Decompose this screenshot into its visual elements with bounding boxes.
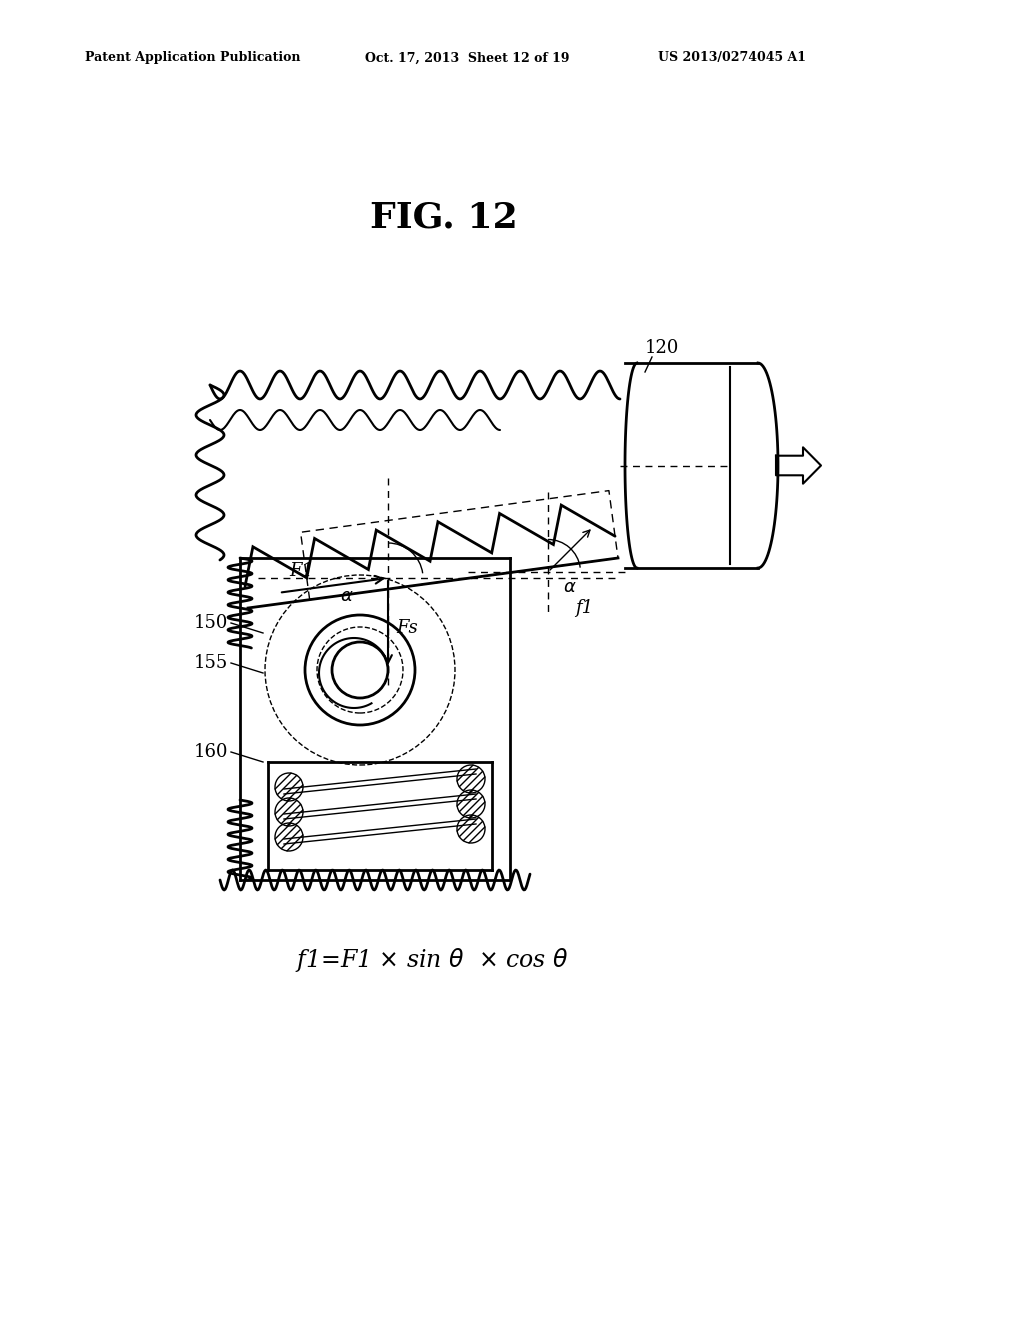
Text: f1=F1 $\times$ sin $\theta$  $\times$ cos $\theta$: f1=F1 $\times$ sin $\theta$ $\times$ cos… bbox=[295, 946, 568, 974]
Text: 150: 150 bbox=[194, 614, 228, 632]
Text: Patent Application Publication: Patent Application Publication bbox=[85, 51, 300, 65]
Text: $\alpha$: $\alpha$ bbox=[340, 587, 353, 605]
Text: F1: F1 bbox=[289, 562, 313, 579]
Text: 120: 120 bbox=[645, 339, 679, 356]
Text: 160: 160 bbox=[194, 743, 228, 762]
Text: Fs: Fs bbox=[396, 619, 418, 638]
Text: f1: f1 bbox=[575, 599, 593, 616]
Text: 155: 155 bbox=[194, 653, 228, 672]
Text: US 2013/0274045 A1: US 2013/0274045 A1 bbox=[658, 51, 806, 65]
Text: FIG. 12: FIG. 12 bbox=[370, 201, 518, 235]
Text: Oct. 17, 2013  Sheet 12 of 19: Oct. 17, 2013 Sheet 12 of 19 bbox=[365, 51, 569, 65]
Text: $\alpha$: $\alpha$ bbox=[563, 578, 577, 597]
